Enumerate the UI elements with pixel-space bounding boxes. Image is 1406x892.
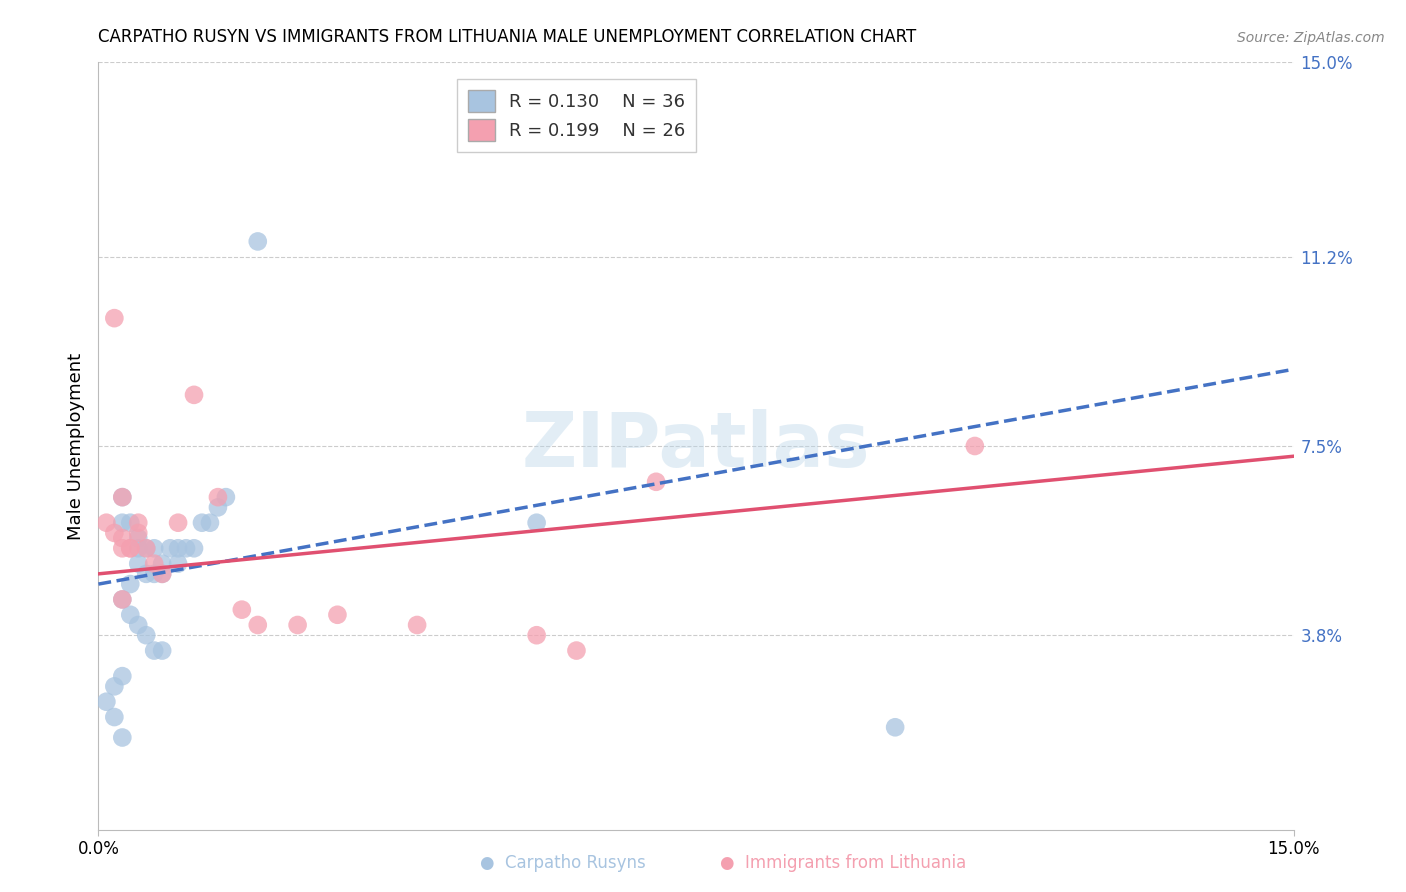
Point bbox=[406, 618, 429, 632]
Point bbox=[143, 566, 166, 581]
Y-axis label: Male Unemployment: Male Unemployment bbox=[66, 352, 84, 540]
Point bbox=[167, 557, 190, 571]
Point bbox=[526, 628, 548, 642]
Point bbox=[111, 531, 134, 545]
Point bbox=[111, 592, 134, 607]
Text: ●  Carpatho Rusyns: ● Carpatho Rusyns bbox=[479, 855, 645, 872]
Point bbox=[215, 490, 238, 504]
Point bbox=[135, 628, 157, 642]
Point bbox=[191, 516, 214, 530]
Point bbox=[120, 577, 142, 591]
Point bbox=[167, 541, 190, 556]
Point bbox=[565, 643, 588, 657]
Point bbox=[963, 439, 986, 453]
Point bbox=[127, 557, 149, 571]
Point bbox=[150, 566, 173, 581]
Point bbox=[103, 525, 125, 540]
Point bbox=[127, 525, 149, 540]
Text: ZIPatlas: ZIPatlas bbox=[522, 409, 870, 483]
Point bbox=[198, 516, 221, 530]
Point bbox=[111, 541, 134, 556]
Point bbox=[120, 516, 142, 530]
Point bbox=[111, 516, 134, 530]
Point bbox=[111, 592, 134, 607]
Point bbox=[127, 531, 149, 545]
Point bbox=[246, 618, 269, 632]
Point bbox=[143, 643, 166, 657]
Point bbox=[326, 607, 349, 622]
Point bbox=[150, 566, 173, 581]
Text: Source: ZipAtlas.com: Source: ZipAtlas.com bbox=[1237, 31, 1385, 45]
Point bbox=[111, 669, 134, 683]
Point bbox=[207, 490, 229, 504]
Point bbox=[127, 516, 149, 530]
Text: CARPATHO RUSYN VS IMMIGRANTS FROM LITHUANIA MALE UNEMPLOYMENT CORRELATION CHART: CARPATHO RUSYN VS IMMIGRANTS FROM LITHUA… bbox=[98, 28, 917, 45]
Point bbox=[207, 500, 229, 515]
Point bbox=[120, 607, 142, 622]
Point bbox=[246, 235, 269, 249]
Point bbox=[135, 566, 157, 581]
Point bbox=[111, 490, 134, 504]
Point bbox=[884, 720, 907, 734]
Point bbox=[645, 475, 668, 489]
Point bbox=[103, 311, 125, 326]
Point bbox=[231, 602, 253, 616]
Point bbox=[150, 557, 173, 571]
Point bbox=[103, 710, 125, 724]
Point bbox=[103, 679, 125, 693]
Point bbox=[111, 490, 134, 504]
Point bbox=[159, 541, 181, 556]
Point bbox=[135, 541, 157, 556]
Point bbox=[183, 388, 205, 402]
Legend: R = 0.130    N = 36, R = 0.199    N = 26: R = 0.130 N = 36, R = 0.199 N = 26 bbox=[457, 79, 696, 152]
Point bbox=[111, 731, 134, 745]
Point bbox=[127, 541, 149, 556]
Point bbox=[183, 541, 205, 556]
Point bbox=[120, 541, 142, 556]
Point bbox=[287, 618, 309, 632]
Point bbox=[96, 516, 118, 530]
Point bbox=[174, 541, 197, 556]
Point bbox=[120, 541, 142, 556]
Point bbox=[135, 541, 157, 556]
Point bbox=[167, 516, 190, 530]
Point bbox=[150, 643, 173, 657]
Text: ●  Immigrants from Lithuania: ● Immigrants from Lithuania bbox=[720, 855, 967, 872]
Point bbox=[143, 557, 166, 571]
Point bbox=[526, 516, 548, 530]
Point bbox=[96, 695, 118, 709]
Point bbox=[127, 618, 149, 632]
Point bbox=[143, 541, 166, 556]
